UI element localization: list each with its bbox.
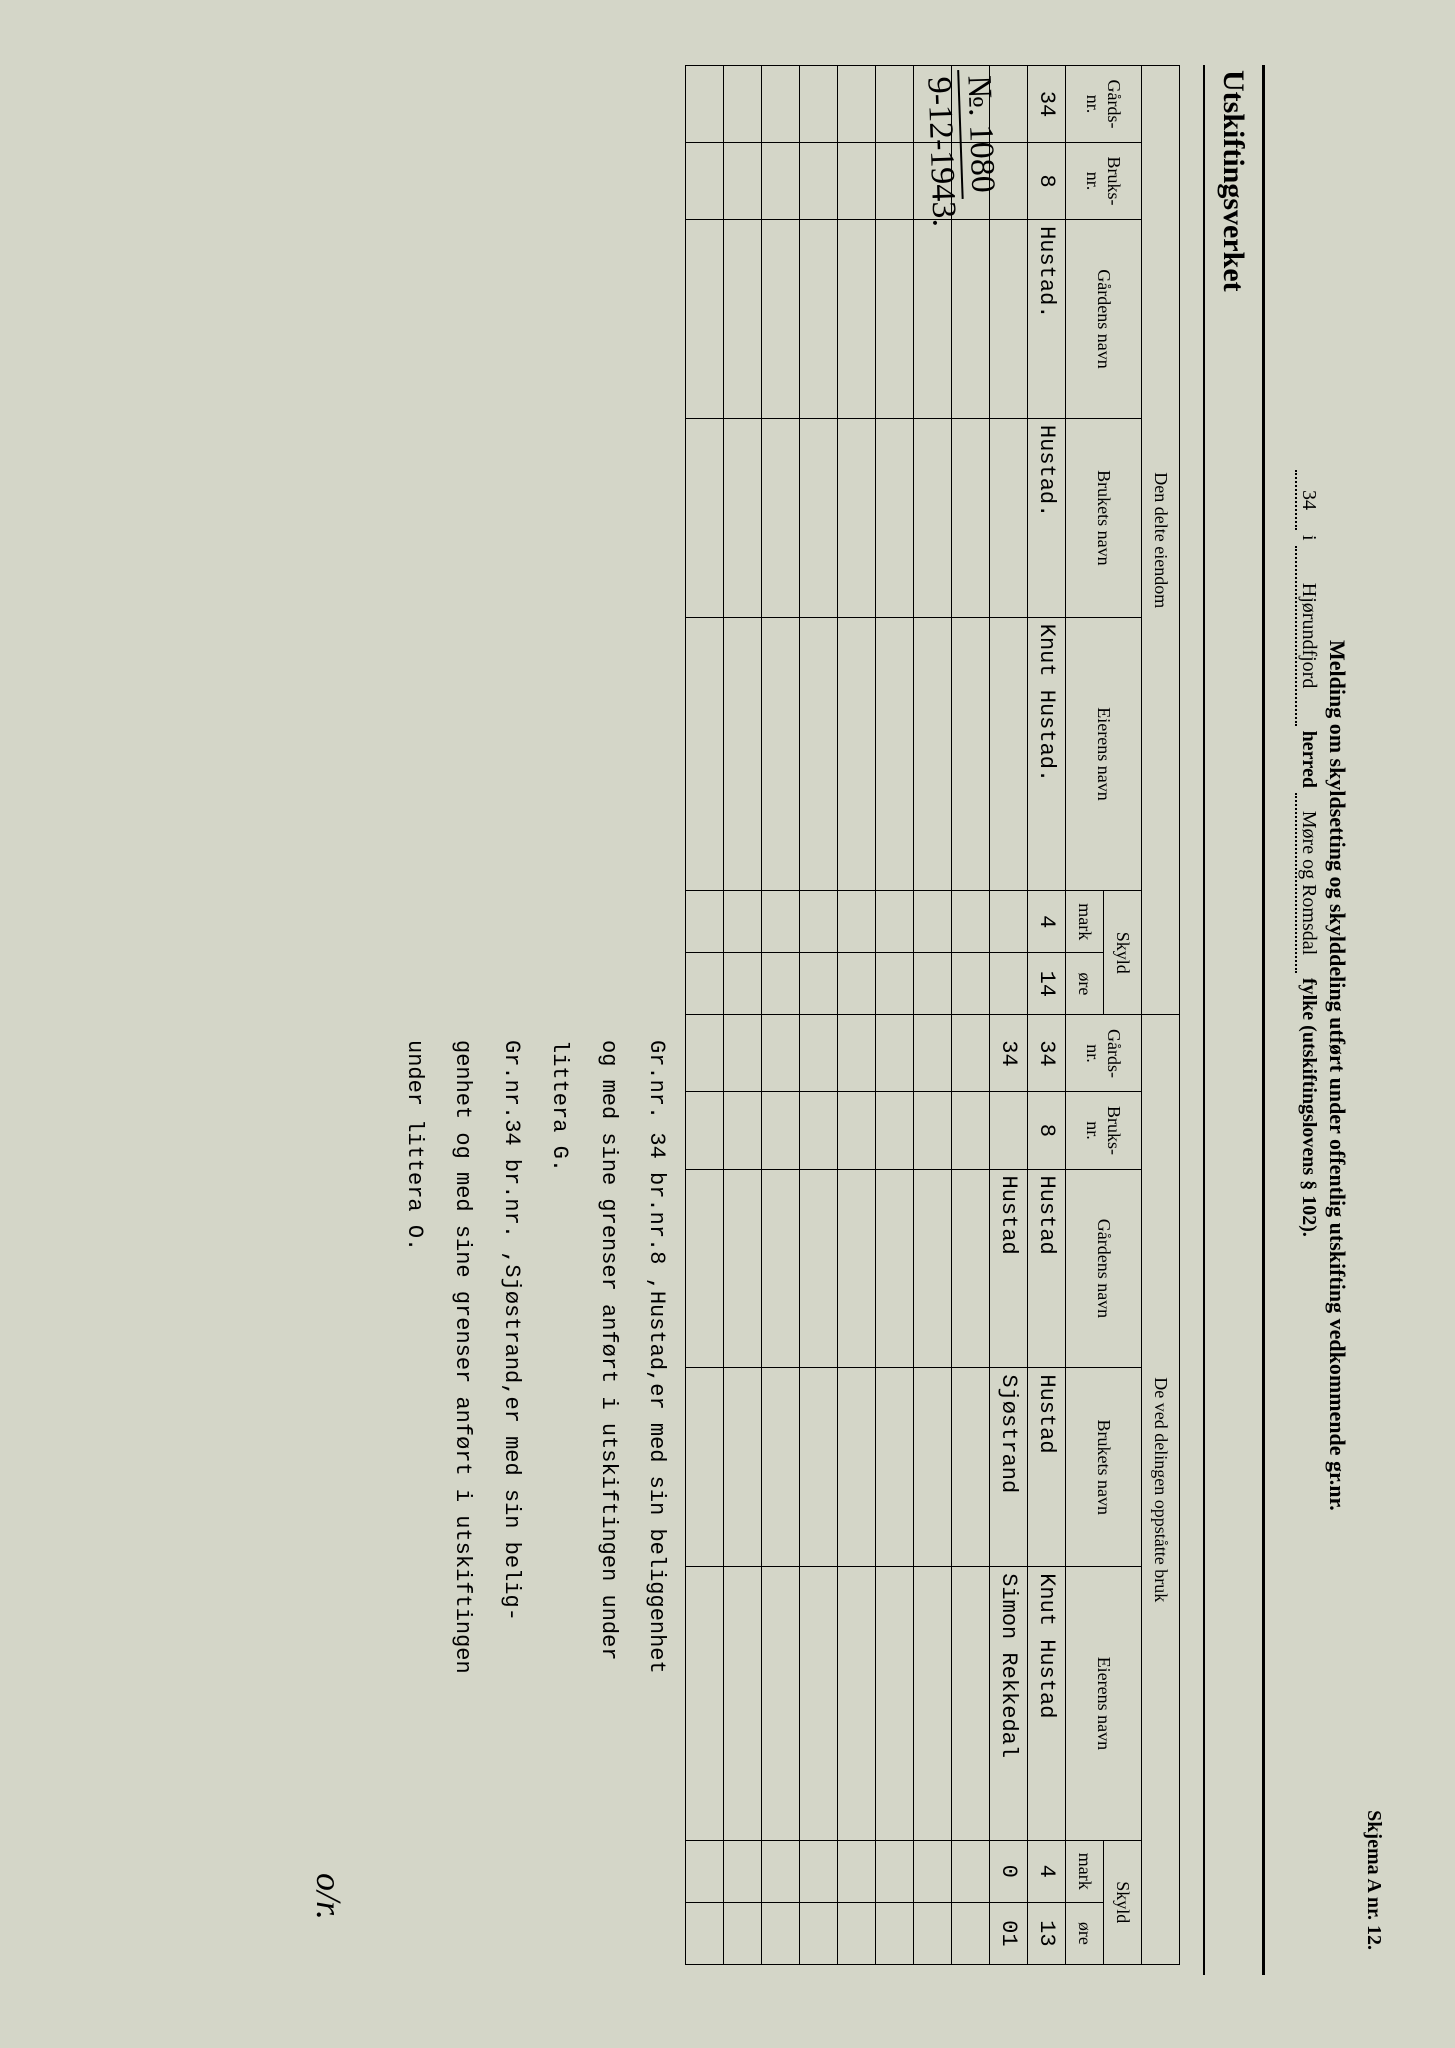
notes-block: Gr.nr. 34 br.nr.8 ,Hustad,er med sin bel… xyxy=(390,1040,680,1940)
fylke-value: Møre og Romsdal xyxy=(1295,793,1320,973)
note-line: littera G. xyxy=(535,1040,583,1940)
cell: 4 xyxy=(1028,1840,1066,1902)
hw-top: №. 1080 xyxy=(957,69,1001,200)
cell: Sjøstrand xyxy=(990,1368,1028,1567)
col-ore-r: øre xyxy=(1066,1902,1104,1964)
table-row xyxy=(876,66,914,1965)
header-line2: 34 i Hjørundfjord herred Møre og Romsdal… xyxy=(1295,470,1320,1237)
property-table: Den delte eiendom De ved delingen oppstå… xyxy=(685,65,1180,1965)
note-line: genhet og med sine grenser anført i utsk… xyxy=(438,1040,486,1940)
table-row: 34 Hustad Sjøstrand Simon Rekkedal 0 01 xyxy=(990,66,1028,1965)
table-row xyxy=(838,66,876,1965)
col-bruks-nr: Bruks- nr. xyxy=(1066,143,1142,220)
note-line: Gr.nr. 34 br.nr.8 ,Hustad,er med sin bel… xyxy=(632,1040,680,1940)
cell: Knut Hustad xyxy=(1028,1567,1066,1840)
grnr-value: 34 xyxy=(1295,470,1320,530)
cell: 34 xyxy=(1028,66,1066,143)
form-number: Skjema A nr. 12. xyxy=(1362,1810,1385,1950)
col-bruks-nr-r: Bruks- nr. xyxy=(1066,1092,1142,1169)
cell: 34 xyxy=(990,1015,1028,1092)
handwritten-stamp: №. 1080 9-12-1943. xyxy=(919,69,1003,234)
cell: Hustad xyxy=(1028,1169,1066,1368)
table-row xyxy=(724,66,762,1965)
cell: 13 xyxy=(1028,1902,1066,1964)
col-mark: mark xyxy=(1066,891,1104,953)
col-gardens-navn-r: Gårdens navn xyxy=(1066,1169,1142,1368)
org-title: Utskiftingsverket xyxy=(1216,70,1250,292)
note-line: og med sine grenser anført i utskiftinge… xyxy=(583,1040,631,1940)
col-eierens-navn: Eierens navn xyxy=(1066,617,1142,890)
col-ore: øre xyxy=(1066,953,1104,1015)
col-gardens-navn: Gårdens navn xyxy=(1066,220,1142,419)
label-fylke: fylke (utskiftingslovens § 102). xyxy=(1298,978,1320,1237)
col-mark-r: mark xyxy=(1066,1840,1104,1902)
table-row xyxy=(914,66,952,1965)
table-row xyxy=(952,66,990,1965)
section-right-header: De ved delingen oppståtte bruk xyxy=(1142,1015,1180,1965)
col-gards-nr-r: Gårds- nr. xyxy=(1066,1015,1142,1092)
label-i: i xyxy=(1298,535,1320,541)
label-herred: herred xyxy=(1298,731,1320,788)
col-skyld: Skyld xyxy=(1104,891,1142,1015)
cell: 8 xyxy=(1028,1092,1066,1169)
rule xyxy=(1203,65,1205,1975)
signature: o/r. xyxy=(308,1873,350,1920)
table-row xyxy=(762,66,800,1965)
note-line: Gr.nr.34 br.nr. ,Sjøstrand,er med sin be… xyxy=(486,1040,534,1940)
cell: Hustad xyxy=(1028,1368,1066,1567)
table-row xyxy=(800,66,838,1965)
col-gards-nr: Gårds- nr. xyxy=(1066,66,1142,143)
cell: Hustad. xyxy=(1028,418,1066,617)
cell: 01 xyxy=(990,1902,1028,1964)
cell xyxy=(990,1092,1028,1169)
cell: 4 xyxy=(1028,891,1066,953)
cell: 0 xyxy=(990,1840,1028,1902)
table-row xyxy=(686,66,724,1965)
cell: 34 xyxy=(1028,1015,1066,1092)
herred-value: Hjørundfjord xyxy=(1295,546,1320,726)
cell: Knut Hustad. xyxy=(1028,617,1066,890)
col-skyld-r: Skyld xyxy=(1104,1840,1142,1964)
hw-bot: 9-12-1943. xyxy=(919,70,963,233)
cell: 14 xyxy=(1028,953,1066,1015)
rule xyxy=(1262,65,1265,1975)
section-left-header: Den delte eiendom xyxy=(1142,66,1180,1015)
table-row: 34 8 Hustad. Hustad. Knut Hustad. 4 14 3… xyxy=(1028,66,1066,1965)
cell: Hustad xyxy=(990,1169,1028,1368)
col-brukets-navn-r: Brukets navn xyxy=(1066,1368,1142,1567)
note-line: under littera O. xyxy=(390,1040,438,1940)
col-brukets-navn: Brukets navn xyxy=(1066,418,1142,617)
header-line1: Melding om skyldsetting og skylddeling u… xyxy=(1324,640,1350,1511)
cell: Hustad. xyxy=(1028,220,1066,419)
cell: 8 xyxy=(1028,143,1066,220)
cell: Simon Rekkedal xyxy=(990,1567,1028,1840)
col-eierens-navn-r: Eierens navn xyxy=(1066,1567,1142,1840)
